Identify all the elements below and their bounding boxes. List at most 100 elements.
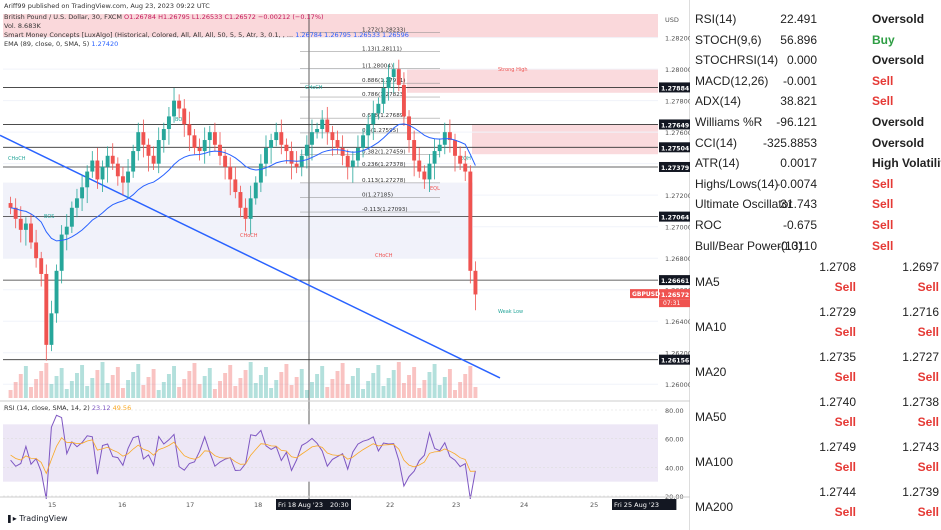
candle-body xyxy=(136,132,141,152)
smc-tag: BOS xyxy=(175,117,185,123)
volume-bar xyxy=(458,382,463,398)
ma-name: MA5 xyxy=(695,275,720,289)
volume-bar xyxy=(131,372,136,398)
volume-bar xyxy=(18,374,23,398)
volume-bar xyxy=(371,373,376,398)
candle-body xyxy=(131,151,136,172)
price-mark-label: 1.27884 xyxy=(661,85,690,92)
indicator-name: Ultimate Oscillator xyxy=(695,197,793,212)
volume-bar xyxy=(447,369,452,398)
volume-bar xyxy=(156,390,161,398)
volume-bar xyxy=(325,387,330,398)
time-tick-label: 17 xyxy=(186,501,194,509)
candle-body xyxy=(386,77,391,89)
volume-bar xyxy=(187,371,192,398)
indicator-value: -0.001 xyxy=(782,73,817,88)
ma-row: MA50 1.2740 1.2738 Sell Sell xyxy=(692,393,941,433)
volume-bar xyxy=(253,383,258,398)
rsi-signal-line xyxy=(10,437,476,475)
volume-bar xyxy=(279,372,284,398)
candle-body xyxy=(228,166,233,180)
ma-exp-value: 1.2738 xyxy=(902,395,939,409)
candle-body xyxy=(473,270,478,295)
candle-body xyxy=(258,163,263,183)
candle-body xyxy=(13,207,18,219)
candle-body xyxy=(284,144,289,152)
indicator-row: Bull/Bear Power(13) -0.0110 Sell xyxy=(692,236,941,257)
volume-bar xyxy=(13,382,18,398)
indicator-value: 0.000 xyxy=(786,53,817,68)
volume-bar xyxy=(330,379,335,398)
indicator-name: STOCHRSI(14) xyxy=(695,53,779,68)
candle-body xyxy=(85,171,90,188)
volume-bar xyxy=(202,376,207,398)
rsi-value: 23.12 xyxy=(91,404,111,412)
candle-body xyxy=(437,144,442,152)
ma-row: MA100 1.2749 1.2743 Sell Sell xyxy=(692,438,941,478)
volume-bar xyxy=(218,381,222,398)
price-mark-box xyxy=(659,289,690,300)
countdown-label: 07:31 xyxy=(663,300,680,307)
volume-bar xyxy=(100,362,105,398)
ma-exp-signal: Sell xyxy=(917,370,939,384)
candle-body xyxy=(381,88,386,104)
price-tick-label: 1.26200 xyxy=(665,350,690,358)
volume-bar xyxy=(207,368,212,398)
indicator-signal: Sell xyxy=(872,197,894,212)
candle-body xyxy=(100,166,105,180)
ema-title: EMA (89, close, 0, SMA, 5) xyxy=(4,40,90,48)
candle-body xyxy=(146,144,151,156)
fib-label: 1(1.28004) xyxy=(362,64,393,70)
candle-body xyxy=(412,140,417,161)
fib-label: 0.618(1.27689) xyxy=(362,113,406,119)
ma-exp-value: 1.2743 xyxy=(902,440,939,454)
candle-body xyxy=(49,313,54,345)
fib-label: 1.13(1.28111) xyxy=(362,47,402,53)
time-tick-label: 25 xyxy=(590,501,598,509)
price-chart-svg[interactable]: 1.282001.280001.278001.276001.274001.272… xyxy=(0,0,690,530)
volume-bar xyxy=(223,373,228,398)
volume-bar xyxy=(310,382,314,398)
candle-body xyxy=(80,187,85,199)
volume-bar xyxy=(381,386,386,398)
volume-bar xyxy=(258,375,263,398)
candle-body xyxy=(422,171,427,180)
candle-body xyxy=(218,144,222,156)
chart-area[interactable]: 1.282001.280001.278001.276001.274001.272… xyxy=(0,0,690,530)
candle-body xyxy=(39,258,44,274)
volume-bar xyxy=(366,381,371,398)
volume-bar xyxy=(146,377,151,398)
indicator-signal: Buy xyxy=(872,32,895,47)
indicator-signal: Oversold xyxy=(872,115,925,129)
volume-bar xyxy=(473,387,478,398)
ma-row: MA5 1.2708 1.2697 Sell Sell xyxy=(692,258,941,298)
candle-body xyxy=(18,218,23,230)
volume-bar xyxy=(412,367,417,398)
rsi-tick-label: 80.00 xyxy=(665,407,684,415)
time-marker-box xyxy=(276,499,341,510)
volume-bar xyxy=(151,369,156,398)
price-tick-label: 1.26400 xyxy=(665,318,690,326)
candle-body xyxy=(453,140,457,156)
ma-simple-signal: Sell xyxy=(834,325,856,339)
ma-simple-signal: Sell xyxy=(834,415,856,429)
candle-body xyxy=(192,135,197,148)
indicator-value: 0.0017 xyxy=(780,156,817,171)
indicator-signal: Sell xyxy=(872,176,894,191)
price-mark-box xyxy=(659,275,690,286)
price-mark-label: 1.27379 xyxy=(661,165,689,172)
candle-body xyxy=(355,147,360,161)
candle-body xyxy=(366,124,371,136)
volume-bar xyxy=(110,375,115,398)
ema-value: 1.27420 xyxy=(91,40,119,48)
candle-body xyxy=(161,129,166,141)
volume-bar xyxy=(228,365,233,398)
tradingview-logo[interactable]: ❚▸ TradingView xyxy=(6,514,68,523)
ma-name: MA100 xyxy=(695,455,734,469)
indicator-row: Highs/Lows(14) -0.0074 Sell xyxy=(692,174,941,195)
candle-body xyxy=(361,135,366,148)
candle-body xyxy=(447,132,452,141)
time-marker-box xyxy=(328,499,351,510)
ohlc-values: O1.26784 H1.26795 L1.26533 C1.26572 −0.0… xyxy=(124,13,324,21)
volume-bar xyxy=(39,371,44,398)
